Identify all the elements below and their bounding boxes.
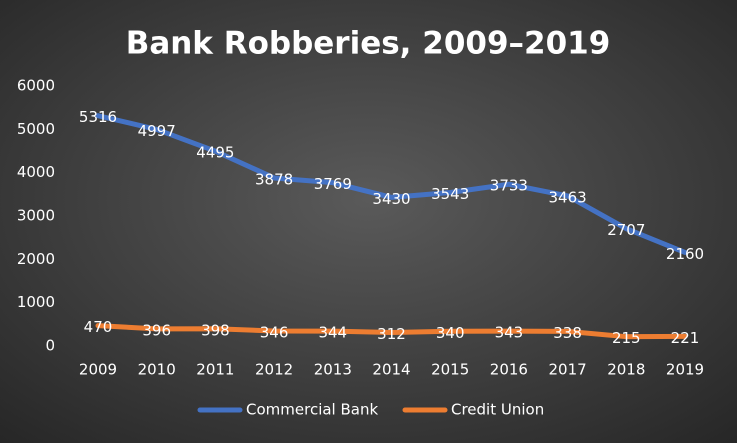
x-tick-label: 2018 (607, 361, 645, 379)
x-tick-label: 2010 (138, 361, 176, 379)
y-tick-label: 1000 (17, 293, 55, 311)
data-label: 2160 (666, 245, 704, 263)
data-label: 3878 (255, 170, 293, 188)
data-label: 215 (612, 329, 641, 347)
data-label: 4997 (138, 122, 176, 140)
data-label: 3463 (549, 188, 587, 206)
x-tick-label: 2012 (255, 361, 293, 379)
data-label: 4495 (196, 144, 234, 162)
series-line (95, 113, 688, 255)
data-label: 338 (553, 324, 582, 342)
x-tick-label: 2009 (79, 361, 117, 379)
data-label: 3769 (314, 175, 352, 193)
y-tick-label: 3000 (17, 207, 55, 225)
y-tick-label: 6000 (17, 77, 55, 95)
data-label: 312 (377, 325, 406, 343)
x-tick-label: 2011 (196, 361, 234, 379)
y-tick-label: 2000 (17, 250, 55, 268)
data-label: 343 (495, 324, 524, 342)
data-label: 221 (671, 329, 700, 347)
chart-title: Bank Robberies, 2009–2019 (126, 26, 611, 62)
data-label: 340 (436, 324, 465, 342)
x-tick-label: 2016 (490, 361, 528, 379)
y-tick-label: 4000 (17, 163, 55, 181)
data-label: 344 (318, 324, 347, 342)
data-label: 3430 (372, 190, 410, 208)
data-label: 346 (260, 324, 289, 342)
data-label: 470 (84, 318, 113, 336)
data-label: 2707 (607, 221, 645, 239)
data-label: 3543 (431, 185, 469, 203)
x-tick-label: 2019 (666, 361, 704, 379)
x-tick-label: 2017 (549, 361, 587, 379)
x-tick-label: 2014 (372, 361, 410, 379)
data-label: 3733 (490, 177, 528, 195)
data-label: 398 (201, 321, 230, 339)
series-line (95, 323, 688, 340)
x-tick-label: 2015 (431, 361, 469, 379)
y-tick-label: 5000 (17, 120, 55, 138)
y-tick-label: 0 (45, 337, 55, 355)
legend-label: Credit Union (451, 401, 544, 419)
legend-label: Commercial Bank (246, 401, 378, 419)
x-tick-label: 2013 (314, 361, 352, 379)
data-label: 396 (142, 321, 171, 339)
data-label: 5316 (79, 108, 117, 126)
